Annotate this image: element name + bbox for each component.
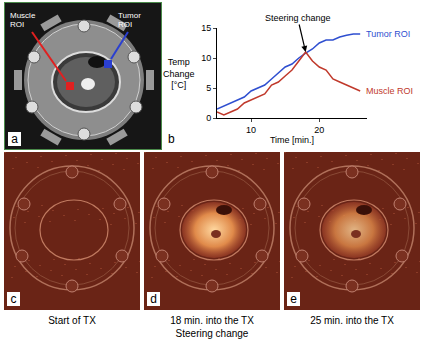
html-text:Start of TX: Start of TX [48, 315, 96, 326]
svg-text:Tumor: Tumor [118, 11, 141, 20]
svg-text:TempChange[°C]: TempChange[°C] [163, 57, 195, 90]
svg-text:15: 15 [201, 23, 211, 33]
svg-text:Time [min.]: Time [min.] [270, 135, 314, 145]
svg-text:Steering change: Steering change [265, 13, 331, 23]
svg-text:Tumor ROI: Tumor ROI [366, 29, 410, 39]
svg-text:5: 5 [206, 83, 211, 93]
svg-text:e: e [290, 292, 297, 306]
svg-text:d: d [150, 292, 157, 306]
svg-text:10: 10 [246, 125, 256, 135]
svg-text:a: a [11, 132, 18, 146]
html-text:Steering change: Steering change [175, 328, 249, 339]
svg-text:Muscle ROI: Muscle ROI [366, 86, 413, 96]
html-text:b: b [168, 132, 175, 146]
svg-text:ROI: ROI [118, 20, 132, 29]
svg-text:20: 20 [314, 125, 324, 135]
svg-text:c: c [11, 292, 17, 306]
html-text:25 min. into the TX: 25 min. into the TX [310, 315, 394, 326]
svg-text:ROI: ROI [10, 20, 24, 29]
svg-text:Muscle: Muscle [10, 11, 36, 20]
html-text:18 min. into the TX: 18 min. into the TX [170, 315, 254, 326]
svg-text:10: 10 [201, 53, 211, 63]
svg-text:0: 0 [206, 113, 211, 123]
